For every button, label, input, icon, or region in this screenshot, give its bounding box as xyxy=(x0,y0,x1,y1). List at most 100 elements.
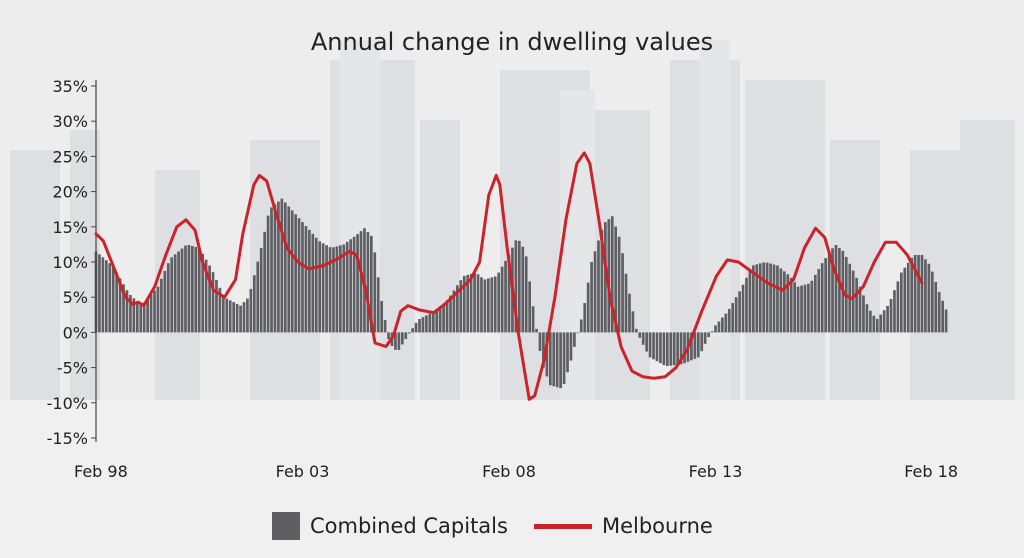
bar-combined-capitals xyxy=(349,239,353,333)
bar-combined-capitals xyxy=(259,247,263,333)
bar-combined-capitals xyxy=(215,279,218,333)
bar-combined-capitals xyxy=(641,332,645,345)
y-tick-label: 35% xyxy=(52,77,88,96)
bar-combined-capitals xyxy=(166,263,170,333)
bar-combined-capitals xyxy=(280,198,284,333)
bar-combined-capitals xyxy=(555,332,559,388)
bar-combined-capitals xyxy=(459,280,463,333)
bar-combined-capitals xyxy=(879,314,883,333)
bar-combined-capitals xyxy=(617,236,621,333)
bar-combined-capitals xyxy=(435,309,439,333)
y-axis-ticks: 35% 30% 25% 20% 15% 10% 5% 0% -5% -10% -15% xyxy=(47,77,96,448)
bar-combined-capitals xyxy=(160,278,163,333)
x-axis-ticks: Feb 98 Feb 03 Feb 08 Feb 13 Feb 18 xyxy=(74,462,958,481)
bar-combined-capitals xyxy=(862,295,865,333)
bar-combined-capitals xyxy=(710,331,714,333)
y-tick-label: -5% xyxy=(57,359,88,378)
bar-combined-capitals xyxy=(380,301,384,333)
bar-combined-capitals xyxy=(614,226,618,333)
bar-combined-capitals xyxy=(225,298,229,333)
bar-combined-capitals xyxy=(917,254,920,333)
y-tick-label: 10% xyxy=(52,253,88,272)
bar-combined-capitals xyxy=(277,201,280,333)
y-tick-label: 0% xyxy=(63,323,88,342)
bar-combined-capitals xyxy=(242,302,246,333)
bar-combined-capitals xyxy=(652,332,655,360)
bar-combined-capitals xyxy=(163,270,167,333)
bar-combined-capitals xyxy=(559,332,562,389)
bar-combined-capitals xyxy=(600,229,604,333)
bar-combined-capitals xyxy=(672,332,676,366)
bar-combined-capitals xyxy=(397,332,401,350)
bar-combined-capitals xyxy=(727,308,731,333)
bar-combined-capitals xyxy=(132,298,136,333)
bar-combined-capitals xyxy=(634,328,638,333)
bar-combined-capitals xyxy=(500,266,504,333)
bar-combined-capitals xyxy=(597,240,600,333)
bar-combined-capitals xyxy=(583,303,587,333)
bar-combined-capitals xyxy=(376,277,380,333)
bar-combined-capitals xyxy=(517,240,521,333)
bar-combined-capitals xyxy=(900,272,903,333)
bar-combined-capitals xyxy=(232,302,236,333)
bar-combined-capitals xyxy=(297,218,301,333)
bar-combined-capitals xyxy=(941,300,944,333)
bar-combined-capitals xyxy=(122,284,125,333)
bar-combined-capitals xyxy=(855,277,858,333)
bar-combined-capitals xyxy=(400,332,404,345)
bar-combined-capitals xyxy=(111,266,115,333)
bar-combined-capitals xyxy=(531,306,535,333)
bar-combined-capitals xyxy=(414,322,418,333)
bar-combined-capitals xyxy=(745,277,748,333)
bar-combined-capitals xyxy=(869,310,872,333)
bar-series-combined-capitals xyxy=(94,198,948,389)
y-tick-label: -15% xyxy=(47,429,88,448)
bar-combined-capitals xyxy=(590,262,593,333)
bar-combined-capitals xyxy=(125,290,129,333)
bar-combined-capitals xyxy=(283,202,287,333)
bar-combined-capitals xyxy=(924,259,927,333)
bar-combined-capitals xyxy=(772,264,776,333)
bar-combined-capitals xyxy=(604,222,607,333)
bar-combined-capitals xyxy=(476,274,480,333)
bar-combined-capitals xyxy=(538,332,542,351)
bar-combined-capitals xyxy=(352,236,356,333)
bar-combined-capitals xyxy=(197,247,201,333)
bar-combined-capitals xyxy=(683,332,686,364)
bar-combined-capitals xyxy=(752,265,755,333)
bar-combined-capitals xyxy=(115,272,118,333)
bar-combined-capitals xyxy=(913,254,917,333)
bar-combined-capitals xyxy=(631,311,635,333)
bar-combined-capitals xyxy=(383,320,387,333)
y-tick-label: 30% xyxy=(52,112,88,131)
x-tick-label: Feb 18 xyxy=(904,462,958,481)
bar-combined-capitals xyxy=(786,274,790,333)
bar-combined-capitals xyxy=(827,253,831,333)
bar-combined-capitals xyxy=(287,206,291,333)
bar-combined-capitals xyxy=(191,245,194,333)
chart-legend: Combined Capitals Melbourne xyxy=(272,512,713,540)
bar-combined-capitals xyxy=(184,245,187,333)
bar-combined-capitals xyxy=(328,247,332,333)
bar-combined-capitals xyxy=(748,270,752,333)
bar-combined-capitals xyxy=(552,332,556,387)
bar-combined-capitals xyxy=(345,241,349,333)
bar-combined-capitals xyxy=(490,277,494,333)
bar-combined-capitals xyxy=(369,235,373,333)
bar-combined-capitals xyxy=(903,267,907,333)
bar-combined-capitals xyxy=(755,264,759,333)
bar-combined-capitals xyxy=(462,275,466,333)
bar-combined-capitals xyxy=(266,215,270,333)
bar-combined-capitals xyxy=(321,243,325,333)
bar-combined-capitals xyxy=(872,315,876,333)
bar-combined-capitals xyxy=(438,306,442,333)
bar-combined-capitals xyxy=(356,234,359,333)
bar-combined-capitals xyxy=(487,278,490,333)
bar-combined-capitals xyxy=(586,282,590,333)
bar-combined-capitals xyxy=(665,332,669,367)
bar-combined-capitals xyxy=(944,309,948,333)
bar-combined-capitals xyxy=(793,282,797,333)
bar-combined-capitals xyxy=(149,294,153,333)
bar-combined-capitals xyxy=(469,273,473,333)
